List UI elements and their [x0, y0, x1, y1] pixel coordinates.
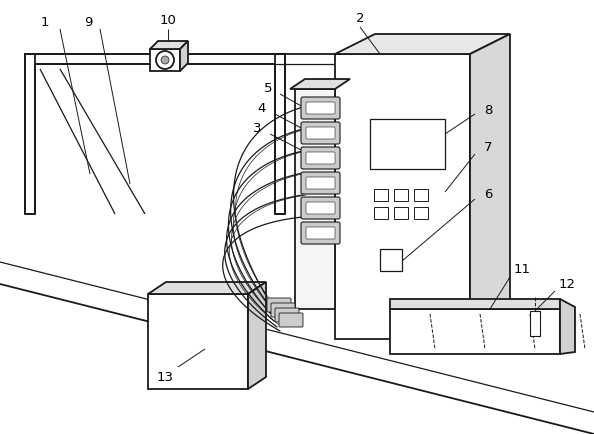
- Polygon shape: [25, 55, 285, 65]
- Text: 8: 8: [484, 103, 492, 116]
- Bar: [374, 207, 388, 220]
- Polygon shape: [335, 55, 470, 339]
- Circle shape: [156, 52, 174, 70]
- FancyBboxPatch shape: [301, 98, 340, 120]
- Bar: [414, 190, 428, 201]
- Text: 9: 9: [84, 16, 92, 29]
- FancyBboxPatch shape: [306, 203, 335, 214]
- Text: 11: 11: [513, 263, 530, 276]
- Polygon shape: [180, 42, 188, 72]
- Text: 7: 7: [484, 141, 492, 154]
- Text: 10: 10: [160, 13, 176, 26]
- FancyBboxPatch shape: [306, 178, 335, 190]
- Text: 1: 1: [41, 16, 49, 29]
- Bar: [394, 207, 408, 220]
- Polygon shape: [335, 35, 510, 55]
- FancyBboxPatch shape: [301, 173, 340, 194]
- FancyBboxPatch shape: [306, 103, 335, 115]
- FancyBboxPatch shape: [306, 128, 335, 140]
- Bar: [380, 250, 402, 271]
- Text: 13: 13: [156, 371, 173, 384]
- Bar: [370, 120, 445, 170]
- Bar: [394, 190, 408, 201]
- Polygon shape: [248, 283, 266, 389]
- Polygon shape: [148, 283, 266, 294]
- FancyBboxPatch shape: [306, 153, 335, 164]
- Circle shape: [161, 57, 169, 65]
- Polygon shape: [150, 42, 188, 50]
- FancyBboxPatch shape: [301, 197, 340, 220]
- Polygon shape: [470, 35, 510, 339]
- Polygon shape: [295, 90, 335, 309]
- Text: 5: 5: [264, 81, 272, 94]
- Text: 6: 6: [484, 188, 492, 201]
- Polygon shape: [275, 55, 285, 214]
- Text: 12: 12: [558, 278, 576, 291]
- FancyBboxPatch shape: [301, 223, 340, 244]
- Polygon shape: [560, 299, 575, 354]
- Polygon shape: [390, 309, 560, 354]
- Bar: [530, 311, 540, 336]
- Polygon shape: [290, 80, 350, 90]
- Text: 4: 4: [258, 101, 266, 114]
- Bar: [414, 207, 428, 220]
- Polygon shape: [25, 55, 35, 214]
- Bar: [374, 190, 388, 201]
- Text: 3: 3: [253, 121, 261, 134]
- Polygon shape: [148, 294, 248, 389]
- Text: 2: 2: [356, 11, 364, 24]
- FancyBboxPatch shape: [279, 313, 303, 327]
- FancyBboxPatch shape: [301, 148, 340, 170]
- FancyBboxPatch shape: [271, 303, 295, 317]
- FancyBboxPatch shape: [275, 308, 299, 322]
- Polygon shape: [150, 50, 180, 72]
- FancyBboxPatch shape: [306, 227, 335, 240]
- FancyBboxPatch shape: [301, 123, 340, 145]
- FancyBboxPatch shape: [267, 298, 291, 312]
- Polygon shape: [390, 299, 560, 309]
